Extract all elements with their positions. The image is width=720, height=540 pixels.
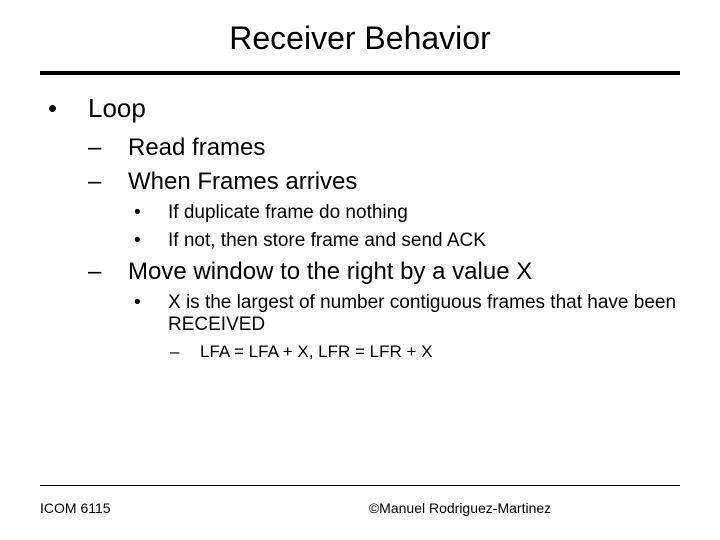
dash-icon: –: [88, 168, 128, 196]
list-item-text: LFA = LFA + X, LFR = LFR + X: [200, 342, 680, 362]
footer-center: ©Manuel Rodriguez-Martinez: [240, 500, 680, 516]
list-level-3: • If duplicate frame do nothing • If not…: [48, 202, 680, 252]
bullet-icon: •: [134, 202, 168, 224]
list-item: • Loop: [48, 93, 680, 124]
bullet-icon: •: [48, 93, 88, 124]
title-rule: [40, 71, 680, 75]
list-item: – Move window to the right by a value X: [88, 258, 680, 286]
list-level-2: – Read frames – When Frames arrives: [48, 134, 680, 196]
footer-left: ICOM 6115: [40, 500, 240, 516]
list-item-text: If duplicate frame do nothing: [168, 202, 680, 224]
list-item: • X is the largest of number contiguous …: [134, 292, 680, 336]
slide-title: Receiver Behavior: [40, 20, 680, 57]
dash-icon: –: [170, 342, 200, 362]
list-item: – When Frames arrives: [88, 168, 680, 196]
list-level-4: – LFA = LFA + X, LFR = LFR + X: [48, 342, 680, 362]
bullet-icon: •: [134, 292, 168, 336]
list-level-3: • X is the largest of number contiguous …: [48, 292, 680, 336]
footer-rule: [40, 485, 680, 486]
list-item-text: Read frames: [128, 134, 680, 162]
list-level-2: – Move window to the right by a value X: [48, 258, 680, 286]
list-item-text: Move window to the right by a value X: [128, 258, 680, 286]
slide-footer: ICOM 6115 ©Manuel Rodriguez-Martinez: [40, 500, 680, 516]
dash-icon: –: [88, 258, 128, 286]
dash-icon: –: [88, 134, 128, 162]
list-item: – Read frames: [88, 134, 680, 162]
list-item-text: X is the largest of number contiguous fr…: [168, 292, 680, 336]
list-level-1: • Loop: [48, 93, 680, 124]
list-item-text: Loop: [88, 93, 680, 124]
list-item: • If duplicate frame do nothing: [134, 202, 680, 224]
list-item-text: If not, then store frame and send ACK: [168, 230, 680, 252]
list-item: – LFA = LFA + X, LFR = LFR + X: [170, 342, 680, 362]
slide: Receiver Behavior • Loop – Read frames –…: [0, 0, 720, 540]
list-item: • If not, then store frame and send ACK: [134, 230, 680, 252]
slide-content: • Loop – Read frames – When Frames arriv…: [40, 93, 680, 362]
list-item-text: When Frames arrives: [128, 168, 680, 196]
bullet-icon: •: [134, 230, 168, 252]
